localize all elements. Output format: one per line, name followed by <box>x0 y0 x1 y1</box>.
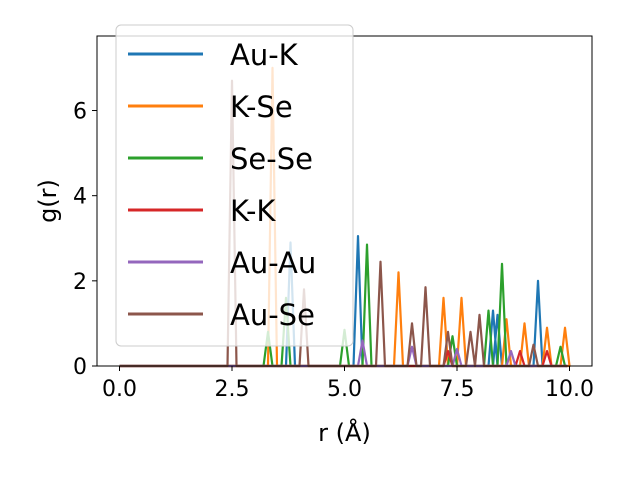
y-tick-label: 4 <box>73 185 87 210</box>
legend-entry-k-k: K-K <box>230 194 276 228</box>
y-tick-label: 0 <box>73 355 87 380</box>
x-tick-label: 0.0 <box>102 377 137 402</box>
legend-entry-k-se: K-Se <box>230 90 293 124</box>
series-line-k-k <box>119 350 568 368</box>
legend-entry-au-se: Au-Se <box>230 298 315 332</box>
legend-entry-se-se: Se-Se <box>230 142 313 176</box>
x-tick-label: 10.0 <box>545 377 594 402</box>
legend-entry-au-k: Au-K <box>230 38 299 72</box>
y-tick-label: 2 <box>73 270 87 295</box>
x-tick-label: 5.0 <box>327 377 362 402</box>
x-tick-label: 7.5 <box>440 377 475 402</box>
x-axis: 0.0 2.5 5.0 7.5 10.0 <box>102 366 594 402</box>
legend: Au-K K-Se Se-Se K-K Au-Au Au-Se <box>115 24 354 347</box>
x-axis-label: r (Å) <box>318 418 371 447</box>
y-axis: 0 2 4 6 <box>73 100 97 380</box>
y-tick-label: 6 <box>73 100 87 125</box>
legend-entry-au-au: Au-Au <box>230 246 316 280</box>
y-axis-label: g(r) <box>34 179 62 223</box>
x-tick-label: 2.5 <box>215 377 250 402</box>
